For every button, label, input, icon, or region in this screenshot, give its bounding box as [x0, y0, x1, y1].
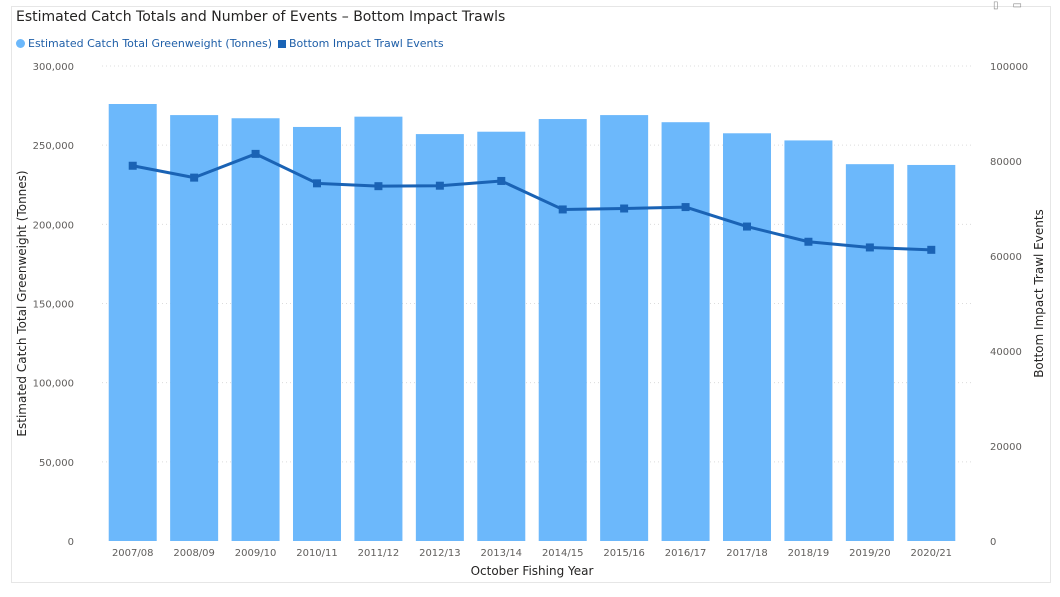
bar — [784, 140, 833, 541]
y2-tick-label: 40000 — [990, 347, 1022, 358]
y2-axis-title: Bottom Impact Trawl Events — [1032, 209, 1046, 378]
y-tick-label: 0 — [68, 537, 74, 548]
bar — [538, 119, 587, 542]
y-tick-label: 100,000 — [33, 379, 74, 390]
line-point — [374, 182, 383, 191]
x-tick-label: 2019/20 — [849, 548, 891, 559]
filter-icon[interactable]: ▯ — [993, 0, 999, 11]
y-tick-label: 250,000 — [33, 141, 74, 152]
line-point — [804, 237, 813, 246]
x-tick-label: 2020/21 — [911, 548, 953, 559]
line-point — [927, 245, 936, 254]
y-tick-label: 50,000 — [39, 458, 74, 469]
bar — [600, 115, 649, 541]
x-tick-label: 2009/10 — [235, 548, 277, 559]
line-point — [681, 203, 690, 212]
more-options-icon[interactable]: ▭ — [1012, 0, 1022, 11]
y2-tick-label: 80000 — [990, 157, 1022, 168]
bar — [477, 131, 526, 542]
bar — [845, 164, 894, 541]
legend-item-line[interactable]: Bottom Impact Trawl Events — [278, 37, 444, 50]
bar — [415, 134, 464, 542]
line-point — [435, 181, 444, 190]
line-point — [865, 243, 874, 252]
y-tick-label: 150,000 — [33, 300, 74, 311]
line-series — [132, 152, 932, 252]
x-tick-label: 2015/16 — [603, 548, 645, 559]
x-tick-label: 2013/14 — [481, 548, 523, 559]
x-tick-label: 2012/13 — [419, 548, 461, 559]
x-tick-label: 2018/19 — [788, 548, 830, 559]
y-axis-title: Estimated Catch Total Greenweight (Tonne… — [15, 170, 29, 436]
legend-bar-label: Estimated Catch Total Greenweight (Tonne… — [28, 37, 273, 50]
y2-tick-label: 20000 — [990, 442, 1022, 453]
x-tick-label: 2016/17 — [665, 548, 707, 559]
line-point — [558, 205, 567, 214]
line-point — [251, 149, 260, 158]
x-axis-title: October Fishing Year — [471, 564, 594, 578]
bar — [170, 115, 219, 541]
line-point — [620, 204, 629, 213]
x-tick-label: 2011/12 — [358, 548, 400, 559]
line-point — [743, 222, 751, 231]
x-tick-label: 2010/11 — [296, 548, 338, 559]
x-tick-label: 2007/08 — [112, 548, 154, 559]
y2-tick-label: 60000 — [990, 252, 1022, 263]
legend-item-bars[interactable]: Estimated Catch Total Greenweight (Tonne… — [16, 37, 272, 50]
x-tick-label: 2017/18 — [726, 548, 768, 559]
y-tick-label: 300,000 — [33, 62, 74, 73]
visual-header-icons: ▯ ▭ — [993, 0, 1022, 11]
bar — [661, 122, 710, 541]
bar — [907, 164, 956, 542]
x-tick-label: 2008/09 — [173, 548, 215, 559]
line-point — [313, 179, 321, 188]
bar — [293, 126, 341, 541]
bar — [108, 104, 157, 541]
y2-tick-label: 100000 — [990, 62, 1028, 73]
bar — [231, 118, 280, 541]
line-point — [128, 161, 137, 170]
legend-line-swatch-icon — [278, 39, 287, 48]
bar — [723, 133, 771, 541]
bar — [354, 116, 403, 542]
legend-bar-swatch-icon — [16, 39, 25, 48]
legend-line-label: Bottom Impact Trawl Events — [289, 37, 444, 50]
chart-legend: Estimated Catch Total Greenweight (Tonne… — [16, 37, 444, 50]
y-tick-label: 200,000 — [33, 220, 74, 231]
y2-tick-label: 0 — [990, 537, 996, 548]
x-tick-label: 2014/15 — [542, 548, 584, 559]
line-point — [497, 176, 506, 185]
line-point — [190, 173, 199, 182]
chart-title: Estimated Catch Totals and Number of Eve… — [16, 9, 506, 25]
